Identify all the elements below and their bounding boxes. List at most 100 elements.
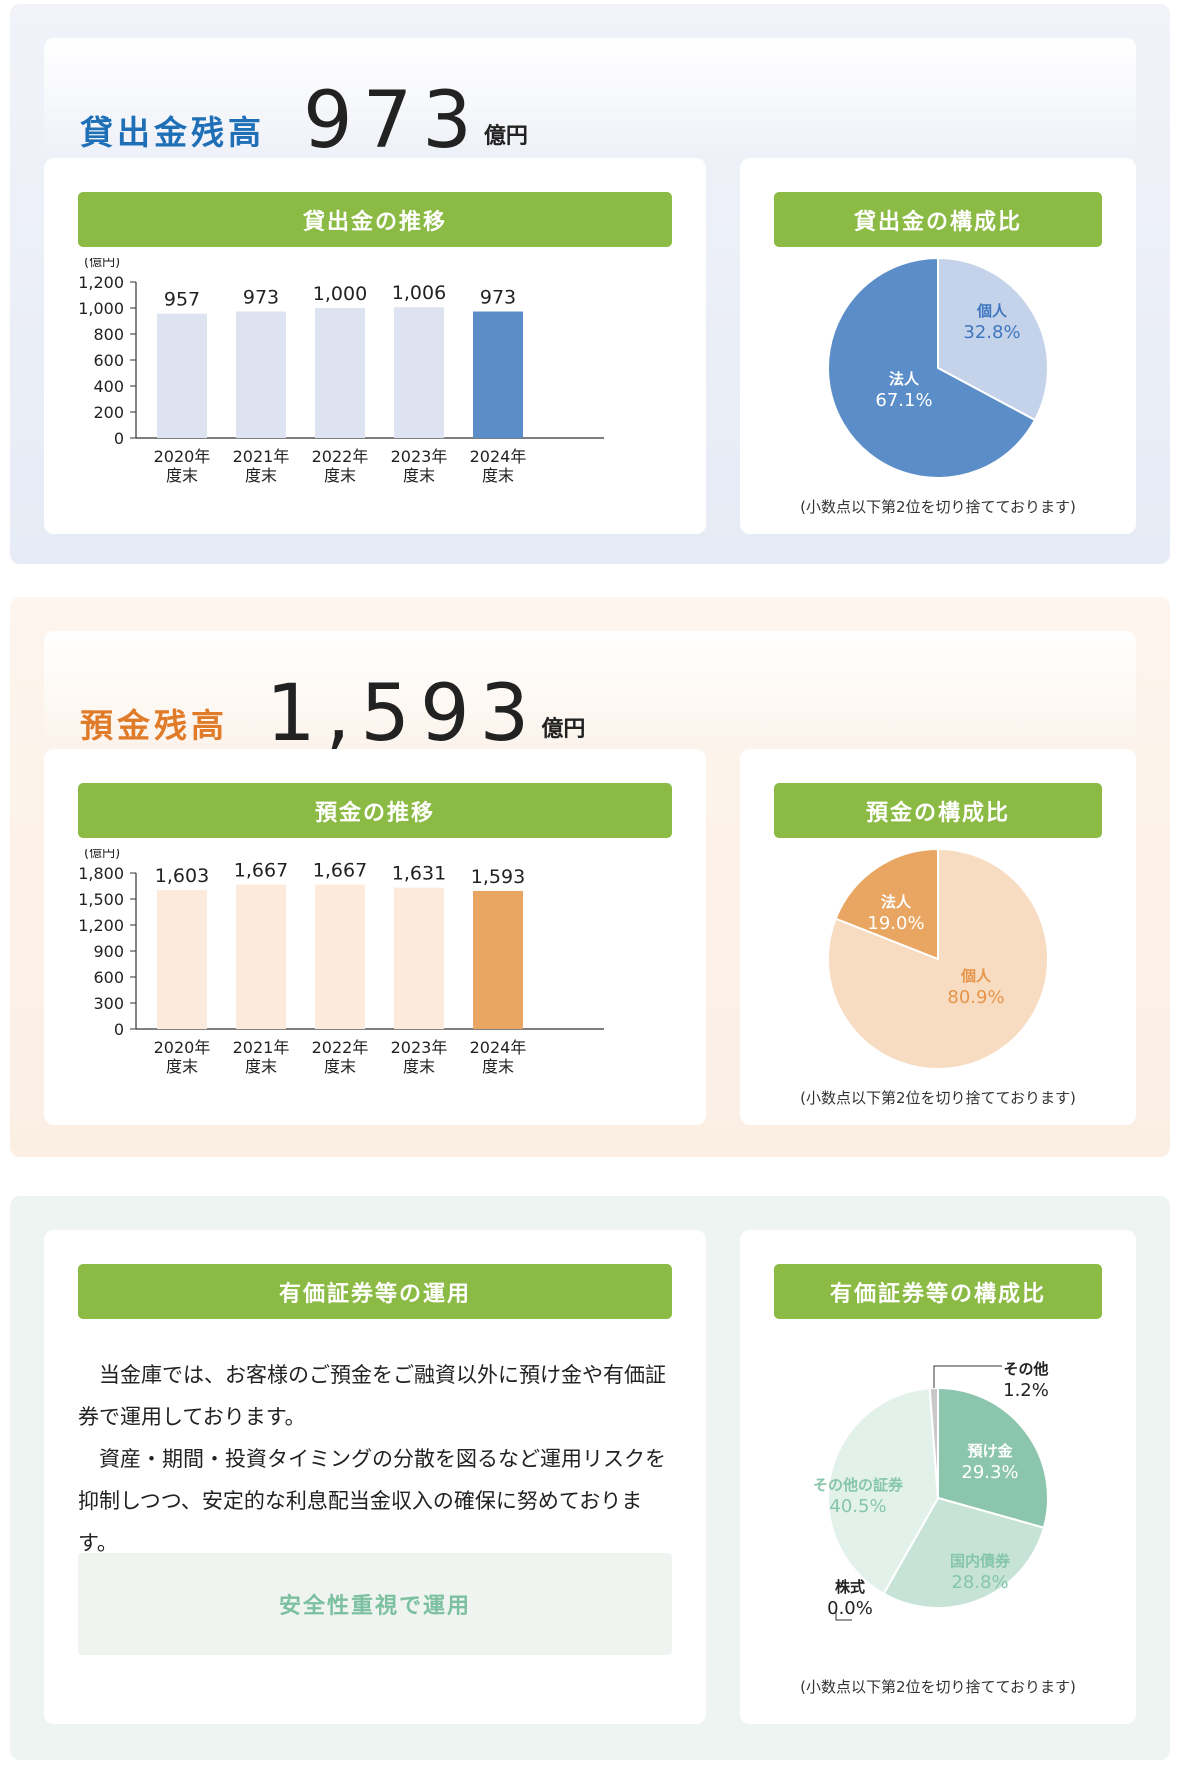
bar-value-label: 973 <box>243 287 279 309</box>
y-tick-label: 600 <box>93 968 124 987</box>
slice-label: その他 <box>1003 1360 1048 1378</box>
bar-value-label: 1,667 <box>234 860 288 882</box>
loan-pie-chart: 個人 32.8% 法人 67.1% <box>827 258 1049 479</box>
y-tick-label: 900 <box>93 942 124 961</box>
bar-value-label: 1,603 <box>155 865 209 887</box>
bar <box>157 313 207 438</box>
y-tick-label: 800 <box>93 325 124 344</box>
slice-label: 国内債券 <box>950 1552 1011 1570</box>
slice-label: 預け金 <box>967 1442 1013 1460</box>
x-tick-label: 2024年 <box>470 447 527 466</box>
securities-pie-chart: 預け金 29.3% 国内債券 28.8% 株式 0.0% その他の証券 40.5% その他 1.2… <box>813 1360 1049 1621</box>
pie-slice <box>827 258 1037 479</box>
pie-slice <box>937 1386 1049 1529</box>
slice-label: その他の証券 <box>813 1476 904 1494</box>
slice-label: 個人 <box>960 967 992 985</box>
loan-balance-label: 貸出金残高 <box>80 113 265 152</box>
pie-slice <box>928 1386 939 1499</box>
x-tick-label: 度末 <box>166 1057 198 1076</box>
bar-value-label: 1,631 <box>392 863 446 885</box>
x-tick-label: 2022年 <box>312 1038 369 1057</box>
loan-balance-unit: 億円 <box>483 124 528 149</box>
deposit-section: 預金残高 1,593 億円 預金の推移 (億円) 0 300 600 900 1,200 1… <box>10 597 1170 1157</box>
securities-pie-note: (小数点以下第2位を切り捨てております) <box>800 1678 1076 1696</box>
deposit-pie-note: (小数点以下第2位を切り捨てております) <box>800 1089 1076 1107</box>
y-axis-unit: (億円) <box>84 258 120 270</box>
loan-trend-card: 貸出金の推移 (億円) 0 200 400 600 800 1,000 1,200 957 202… <box>44 158 706 534</box>
x-tick-label: 2020年 <box>154 1038 211 1057</box>
loan-section: 貸出金残高 973 億円 貸出金の推移 (億円) 0 200 400 600 800 1,0… <box>10 4 1170 564</box>
bar <box>394 887 444 1029</box>
bar <box>236 884 286 1029</box>
bar <box>394 307 444 438</box>
securities-operation-title: 有価証券等の運用 <box>78 1264 672 1319</box>
y-tick-label: 1,800 <box>78 864 124 883</box>
securities-composition-title: 有価証券等の構成比 <box>774 1264 1102 1319</box>
slice-label: 法人 <box>889 370 920 388</box>
slice-value-label: 28.8% <box>951 1572 1008 1593</box>
bar <box>473 890 523 1029</box>
x-tick-label: 度末 <box>324 466 356 485</box>
x-tick-label: 2022年 <box>312 447 369 466</box>
bar-value-label: 973 <box>480 287 516 309</box>
x-tick-label: 度末 <box>166 466 198 485</box>
bar-value-label: 1,006 <box>392 282 446 304</box>
pie-slice <box>882 1496 1046 1609</box>
bar <box>157 890 207 1029</box>
x-tick-label: 2023年 <box>391 1038 448 1057</box>
slice-value-label: 32.8% <box>963 322 1020 343</box>
bar <box>315 308 365 438</box>
slice-value-label: 29.3% <box>961 1462 1018 1483</box>
securities-operation-card: 有価証券等の運用 当金庫では、お客様のご預金をご融資以外に預け金や有価証券で運用… <box>44 1230 706 1724</box>
bar <box>473 311 523 438</box>
loan-headline: 貸出金残高 973 億円 <box>80 60 528 160</box>
pie-slice <box>834 849 939 961</box>
loan-trend-title: 貸出金の推移 <box>78 192 672 247</box>
y-tick-label: 300 <box>93 994 124 1013</box>
leader-line <box>933 1365 1002 1388</box>
deposit-composition-title: 預金の構成比 <box>774 783 1102 838</box>
bar <box>315 884 365 1029</box>
y-tick-label: 1,200 <box>78 273 124 292</box>
x-tick-label: 2020年 <box>154 447 211 466</box>
deposit-composition-card: 預金の構成比 個人 80.9% 法人 19.0% (小数点以下第2位を切り捨てておりま… <box>740 749 1136 1125</box>
deposit-trend-card: 預金の推移 (億円) 0 300 600 900 1,200 1,500 1,800 1,603… <box>44 749 706 1125</box>
bar-value-label: 1,667 <box>313 860 367 882</box>
slice-label: 株式 <box>835 1578 865 1596</box>
loan-pie-note: (小数点以下第2位を切り捨てております) <box>800 498 1076 516</box>
loan-panel: 貸出金残高 973 億円 貸出金の推移 (億円) 0 200 400 600 800 1,0… <box>44 38 1136 558</box>
bar-value-label: 1,000 <box>313 283 367 305</box>
y-tick-label: 600 <box>93 351 124 370</box>
slice-label: 法人 <box>881 893 912 911</box>
x-tick-label: 度末 <box>482 466 514 485</box>
slice-value-label: 80.9% <box>947 987 1004 1008</box>
y-tick-label: 200 <box>93 403 124 422</box>
y-tick-label: 0 <box>114 1020 124 1039</box>
y-tick-label: 400 <box>93 377 124 396</box>
deposit-pie-chart: 個人 80.9% 法人 19.0% <box>827 849 1049 1070</box>
securities-paragraph-1: 当金庫では、お客様のご預金をご融資以外に預け金や有価証券で運用しております。 <box>78 1363 666 1429</box>
x-tick-label: 2021年 <box>233 1038 290 1057</box>
bar <box>236 311 286 438</box>
deposit-headline: 預金残高 1,593 億円 <box>80 653 585 753</box>
x-tick-label: 度末 <box>245 466 277 485</box>
securities-section: 有価証券等の運用 当金庫では、お客様のご預金をご融資以外に預け金や有価証券で運用… <box>10 1196 1170 1760</box>
x-tick-label: 度末 <box>245 1057 277 1076</box>
slice-label: 個人 <box>976 302 1008 320</box>
deposit-panel: 預金残高 1,593 億円 預金の推移 (億円) 0 300 600 900 1,200 1… <box>44 631 1136 1151</box>
x-tick-label: 2023年 <box>391 447 448 466</box>
slice-value-label: 67.1% <box>875 390 932 411</box>
x-tick-label: 度末 <box>482 1057 514 1076</box>
bar-value-label: 957 <box>164 289 200 311</box>
deposit-bar-chart: (億円) 0 300 600 900 1,200 1,500 1,800 1,603 2020年度… <box>78 849 604 1076</box>
x-tick-label: 2021年 <box>233 447 290 466</box>
deposit-trend-title: 預金の推移 <box>78 783 672 838</box>
pie-slice <box>827 1387 940 1596</box>
x-tick-label: 度末 <box>324 1057 356 1076</box>
y-tick-label: 0 <box>114 429 124 448</box>
loan-balance-value: 973 <box>303 76 482 166</box>
y-tick-label: 1,500 <box>78 890 124 909</box>
y-tick-label: 1,200 <box>78 916 124 935</box>
slice-value-label: 1.2% <box>1003 1380 1049 1401</box>
deposit-balance-unit: 億円 <box>541 717 586 742</box>
